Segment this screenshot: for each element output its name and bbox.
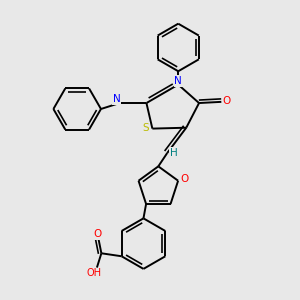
Text: O: O	[93, 229, 101, 239]
Text: S: S	[142, 123, 149, 133]
Text: N: N	[174, 76, 182, 86]
Text: OH: OH	[86, 268, 101, 278]
Text: O: O	[180, 174, 188, 184]
Text: O: O	[223, 96, 231, 106]
Text: H: H	[170, 148, 178, 158]
Text: N: N	[113, 94, 121, 104]
